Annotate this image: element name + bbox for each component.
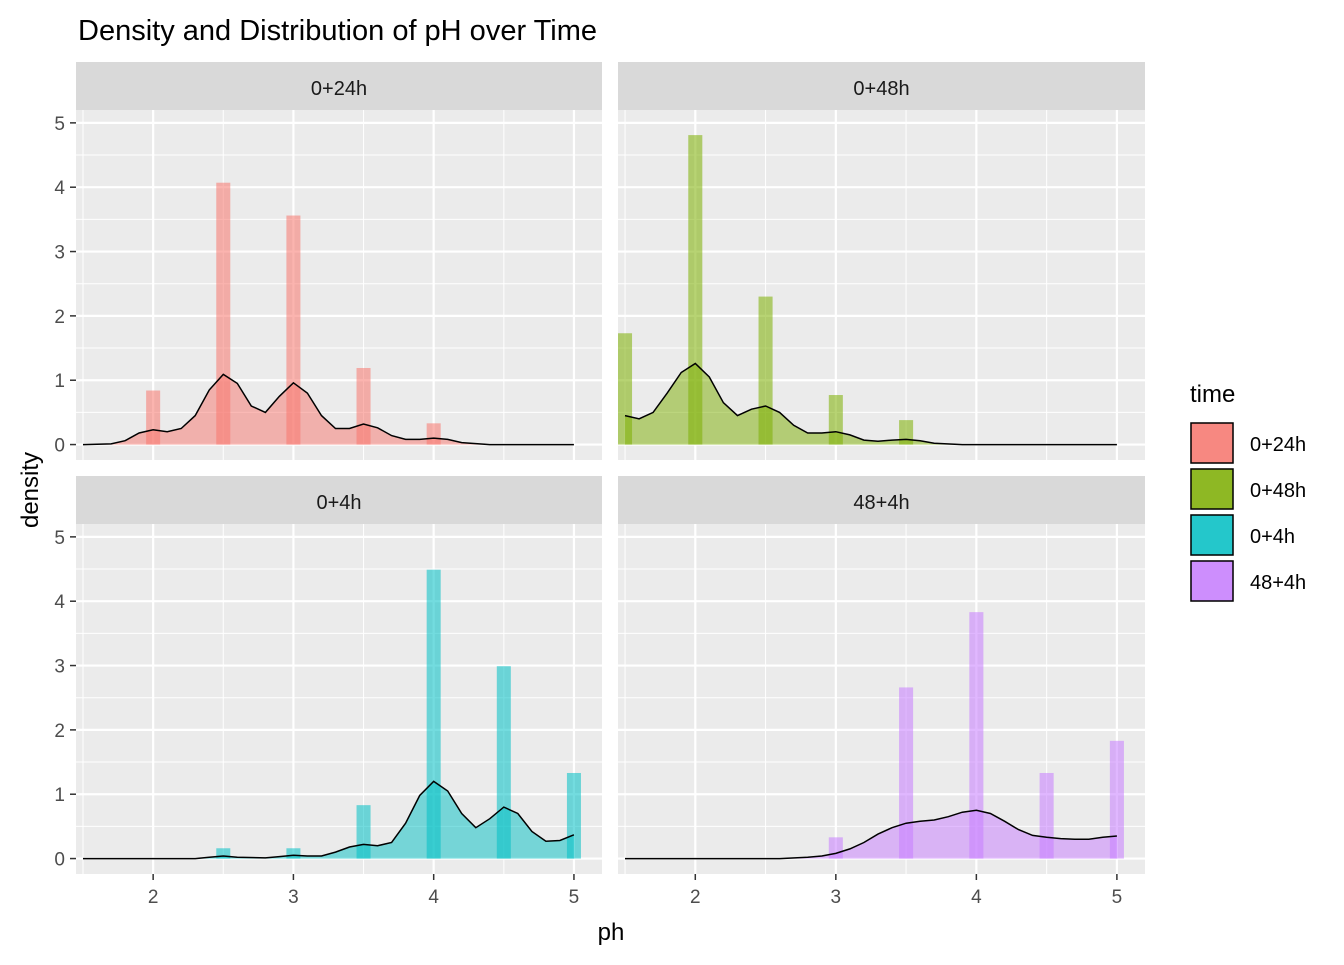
histogram-bar — [899, 420, 914, 445]
x-tick-label: 4 — [428, 887, 439, 908]
density-area — [625, 363, 1117, 445]
histogram-bar — [828, 837, 843, 859]
y-tick-label: 0 — [54, 850, 65, 871]
y-tick-label: 1 — [54, 371, 65, 392]
y-tick-label: 5 — [54, 114, 65, 135]
legend-title: time — [1190, 381, 1235, 408]
x-tick-label: 2 — [690, 887, 701, 908]
plot-background — [618, 524, 1145, 874]
x-tick-label: 3 — [831, 887, 842, 908]
x-tick-label: 3 — [288, 887, 299, 908]
density-line — [625, 809, 1117, 860]
density-area — [83, 781, 574, 859]
legend-label: 0+48h — [1250, 480, 1306, 502]
facet-strip-label: 0+4h — [316, 492, 361, 514]
legend-swatch — [1190, 560, 1234, 602]
y-tick-label: 4 — [54, 592, 65, 613]
histogram-bar — [688, 135, 703, 445]
facet-strip-label: 48+4h — [853, 492, 909, 514]
y-tick-label: 1 — [54, 785, 65, 806]
histogram-bar — [216, 182, 231, 445]
facet-strip-label: 0+48h — [853, 78, 909, 100]
legend: time 0+24h 0+48h 0+4h 48+4h — [1190, 381, 1306, 602]
histogram-bar — [566, 772, 581, 859]
density-area — [83, 374, 574, 445]
histogram-bar — [758, 296, 773, 445]
legend-item-0+4h: 0+4h — [1190, 514, 1295, 556]
histogram-bar — [146, 390, 161, 445]
legend-label: 0+4h — [1250, 526, 1295, 548]
legend-swatch — [1190, 514, 1234, 556]
facet-panel-0+48h: 0+48h — [618, 62, 1145, 460]
x-tick-label: 5 — [1112, 887, 1123, 908]
facet-strip — [618, 476, 1145, 524]
histogram-bar — [426, 569, 441, 859]
y-tick-label: 5 — [54, 528, 65, 549]
facet-strip — [76, 476, 602, 524]
x-tick-label: 5 — [569, 887, 580, 908]
y-tick-label: 2 — [54, 721, 65, 742]
x-tick-label: 4 — [971, 887, 982, 908]
y-tick-label: 0 — [54, 436, 65, 457]
y-tick-label: 4 — [54, 178, 65, 199]
y-tick-label: 3 — [54, 657, 65, 678]
histogram-bar — [426, 423, 441, 445]
legend-swatch — [1190, 422, 1234, 464]
chart-title: Density and Distribution of pH over Time — [78, 15, 597, 47]
y-tick-label: 3 — [54, 243, 65, 264]
histogram-bar — [969, 612, 984, 859]
density-line — [624, 362, 1117, 446]
histogram-bar — [1039, 772, 1054, 859]
legend-label: 48+4h — [1250, 572, 1306, 594]
histogram-bar — [899, 687, 914, 859]
y-axis-title: density — [17, 452, 44, 528]
histogram-bar — [356, 805, 371, 859]
legend-item-0+24h: 0+24h — [1190, 422, 1306, 464]
facet-strip — [618, 62, 1145, 110]
facet-panels: 0+24h 0 1 2 3 4 5 0+48h 0+4h 0 1 2 3 4 5 2 3 4 5 48+4h 2 3 4 5 — [54, 62, 1145, 908]
density-area — [625, 810, 1117, 859]
histogram-bar — [216, 848, 231, 859]
histogram-bar — [828, 395, 843, 445]
y-tick-label: 2 — [54, 307, 65, 328]
histogram-bar — [496, 666, 511, 859]
facet-strip-label: 0+24h — [311, 78, 367, 100]
histogram-bar — [356, 367, 371, 445]
density-line — [82, 373, 574, 446]
facet-panel-48+4h: 48+4h 2 3 4 5 — [618, 476, 1145, 908]
legend-swatch — [1190, 468, 1234, 510]
legend-label: 0+24h — [1250, 434, 1306, 456]
histogram-bar — [618, 333, 633, 445]
histogram-bar — [286, 848, 301, 859]
facet-panel-0+4h: 0+4h 0 1 2 3 4 5 2 3 4 5 — [54, 476, 602, 908]
legend-item-0+48h: 0+48h — [1190, 468, 1306, 510]
x-tick-label: 2 — [148, 887, 159, 908]
x-axis-title: ph — [598, 919, 625, 946]
histogram-bar — [1109, 740, 1124, 859]
plot-background — [76, 110, 602, 460]
facet-strip — [76, 62, 602, 110]
histogram-bar — [286, 215, 301, 445]
legend-item-48+4h: 48+4h — [1190, 560, 1306, 602]
facet-panel-0+24h: 0+24h 0 1 2 3 4 5 — [54, 62, 602, 460]
density-line — [83, 780, 575, 860]
